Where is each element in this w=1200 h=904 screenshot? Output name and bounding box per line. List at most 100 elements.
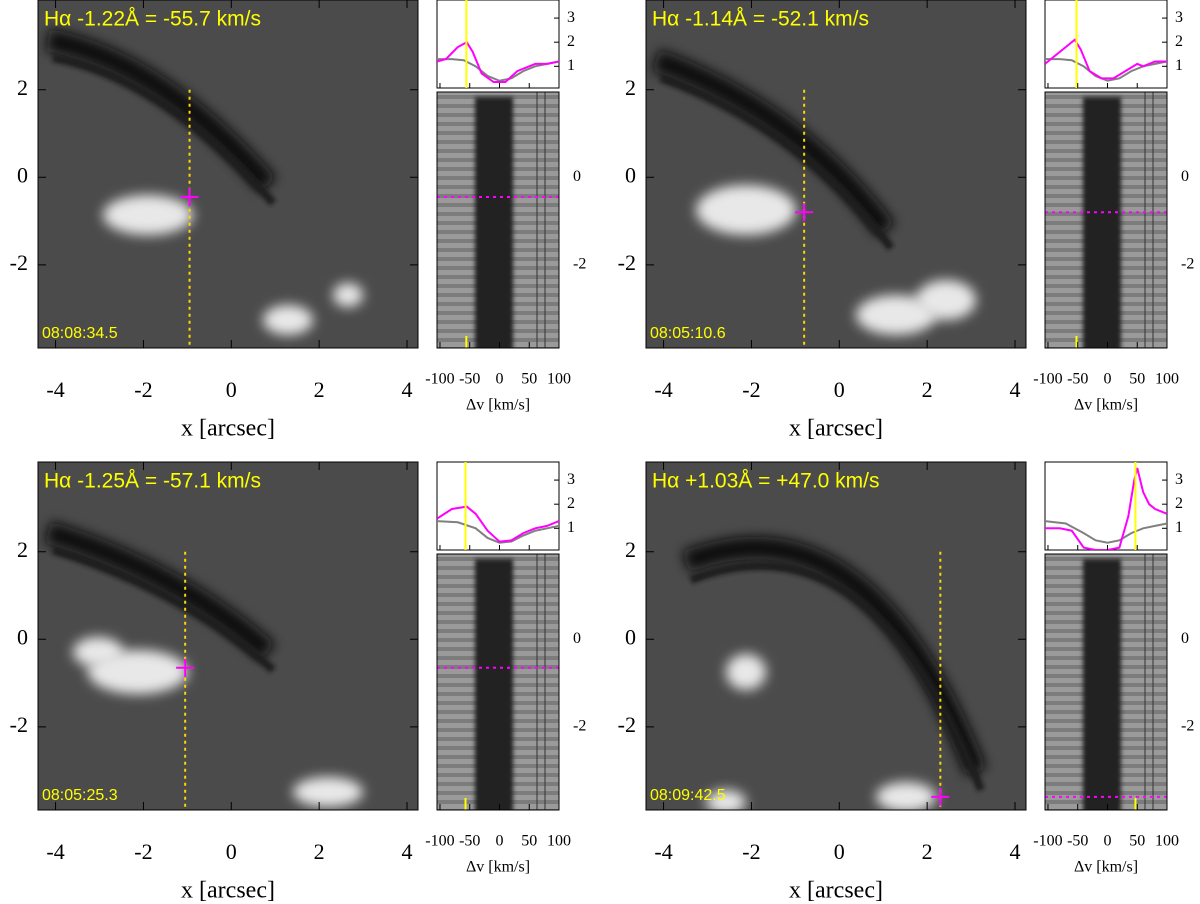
profile-line	[1045, 467, 1167, 550]
profile-line	[437, 40, 559, 83]
solar-image	[646, 0, 1026, 348]
intensity-tick-label: 1	[567, 57, 575, 74]
panel-title: Hα -1.22Å = -55.7 km/s	[44, 8, 261, 31]
spec-y-tick-label: 0	[573, 630, 581, 647]
dv-tick-label: -100	[425, 371, 454, 388]
spec-frame	[436, 553, 560, 811]
dv-tick-label: 0	[495, 833, 503, 850]
panel: Hα +1.03Å = +47.0 km/s08:09:42.5-4 -2 0 2 4-…	[618, 461, 1194, 904]
dv-tick-label: 0	[1103, 833, 1111, 850]
spec-y-tick-label: -2	[1181, 256, 1194, 273]
solar-image	[38, 0, 418, 348]
dv-tick-label: -50	[1067, 371, 1088, 388]
dark-fibril	[52, 54, 277, 206]
y-tick-label: -2	[618, 712, 636, 737]
panel: Hα -1.25Å = -57.1 km/s08:05:25.3-4 -2 0 2 4-…	[10, 461, 586, 904]
dv-tick-label: 50	[1129, 371, 1145, 388]
intensity-tick-label: 2	[567, 33, 575, 50]
profile-curves	[437, 0, 559, 88]
x-axis-label: x [arcsec]	[789, 416, 883, 442]
intensity-tick-label: 1	[1175, 519, 1183, 536]
profile-curves	[1045, 0, 1167, 88]
y-tick-label: 2	[17, 537, 28, 562]
dv-tick-label: 100	[1155, 371, 1179, 388]
profile-line	[437, 520, 559, 544]
dv-axis-label: Δv [km/s]	[1074, 859, 1138, 876]
panel: Hα -1.14Å = -52.1 km/s08:05:10.6-4 -2 0 2 4-…	[618, 0, 1194, 442]
intensity-tick-label: 1	[567, 519, 575, 536]
bright-patch	[706, 790, 746, 810]
x-axis-label: x [arcsec]	[181, 416, 275, 442]
x-tick-label: 4	[1010, 839, 1021, 864]
dv-tick-label: 100	[1155, 833, 1179, 850]
spectral-image	[437, 554, 559, 810]
profile-line	[1045, 38, 1167, 80]
dv-tick-label: 0	[495, 371, 503, 388]
intensity-tick-label: 3	[567, 9, 575, 26]
line-core	[1083, 559, 1121, 810]
bright-patch	[856, 295, 936, 335]
bright-patch	[916, 280, 976, 320]
bright-patch	[333, 283, 363, 307]
line-core	[1083, 97, 1121, 348]
x-axis-label: x [arcsec]	[789, 878, 883, 904]
line-core	[475, 559, 513, 810]
profile-line	[1045, 520, 1167, 544]
x-tick-label: 2	[922, 839, 933, 864]
bright-patch	[293, 777, 363, 807]
bright-patch	[876, 782, 936, 810]
intensity-tick-label: 2	[1175, 495, 1183, 512]
profile-line	[437, 505, 559, 543]
x-tick-label: 2	[314, 839, 325, 864]
spec-y-tick-label: 0	[1181, 168, 1189, 185]
x-tick-label: -4	[46, 377, 64, 402]
profile-frame	[1044, 461, 1168, 551]
timestamp: 08:05:25.3	[42, 787, 118, 804]
point-marker	[176, 658, 195, 677]
bright-patch	[73, 637, 123, 667]
x-tick-label: 2	[922, 377, 933, 402]
spec-frame	[1044, 553, 1168, 811]
dv-tick-label: -100	[1033, 833, 1062, 850]
y-tick-label: 2	[625, 75, 636, 100]
solar-image	[38, 462, 418, 810]
dv-tick-label: -50	[459, 371, 480, 388]
x-tick-label: 4	[1010, 377, 1021, 402]
dv-tick-label: 50	[521, 833, 537, 850]
x-axis-label: x [arcsec]	[181, 878, 275, 904]
dv-tick-label: 100	[547, 833, 571, 850]
point-marker	[931, 787, 950, 806]
profile-frame	[436, 0, 560, 89]
profile-line	[437, 58, 559, 82]
spec-y-tick-label: -2	[1181, 718, 1194, 735]
dv-axis-label: Δv [km/s]	[466, 397, 530, 414]
intensity-tick-label: 3	[1175, 9, 1183, 26]
dv-tick-label: 100	[547, 371, 571, 388]
y-tick-label: 0	[625, 624, 636, 649]
dark-fibril	[44, 521, 276, 661]
profile-curves	[1045, 462, 1167, 550]
image-frame	[37, 461, 419, 811]
bright-patch	[103, 195, 193, 235]
y-tick-label: 0	[17, 162, 28, 187]
x-tick-label: 4	[402, 377, 413, 402]
spec-frame	[1044, 91, 1168, 349]
line-core	[475, 97, 513, 348]
dv-tick-label: -100	[1033, 371, 1062, 388]
bright-patch	[696, 185, 796, 235]
dark-fibril	[689, 562, 985, 792]
dark-fibril	[659, 74, 895, 251]
spec-y-tick-label: 0	[573, 168, 581, 185]
x-tick-label: -2	[134, 377, 152, 402]
panel-title: Hα +1.03Å = +47.0 km/s	[652, 470, 880, 493]
timestamp: 08:09:42.5	[650, 787, 726, 804]
panel-title: Hα -1.25Å = -57.1 km/s	[44, 470, 261, 493]
y-tick-label: -2	[618, 250, 636, 275]
spec-y-tick-label: -2	[573, 718, 586, 735]
x-tick-label: 4	[402, 839, 413, 864]
bright-patch	[263, 305, 313, 335]
spectral-image	[1045, 92, 1167, 348]
x-tick-label: 0	[834, 377, 845, 402]
dv-tick-label: 50	[1129, 833, 1145, 850]
